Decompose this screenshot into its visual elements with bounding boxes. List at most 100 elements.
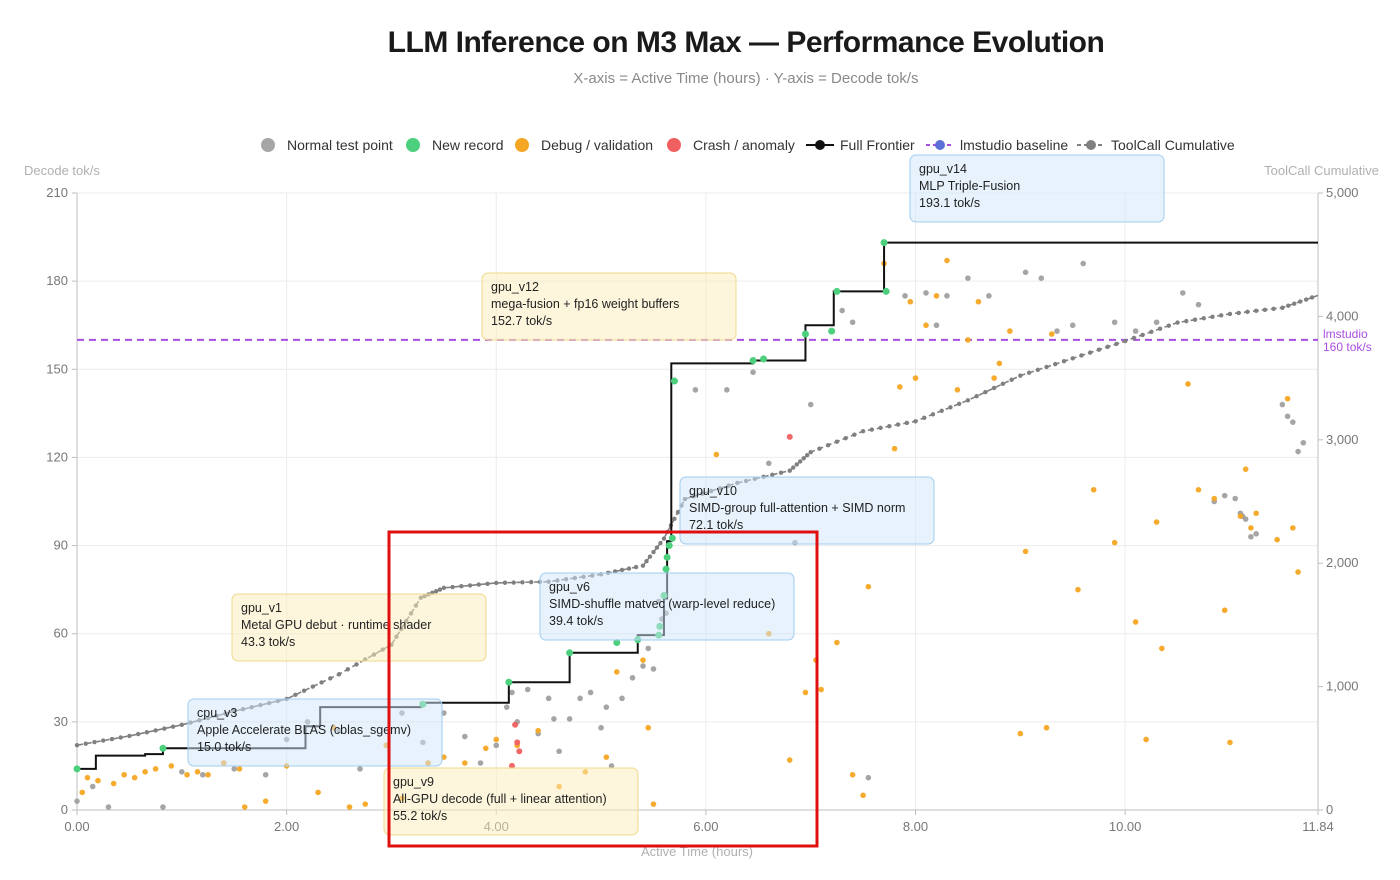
legend-label: Normal test point [287, 137, 393, 153]
new-record-point [882, 287, 890, 295]
toolcall-point [1227, 311, 1233, 317]
toolcall-point [1245, 309, 1250, 315]
toolcall-point [930, 412, 936, 417]
toolcall-point [1018, 373, 1023, 378]
legend-marker [935, 140, 945, 150]
y-tick-label: 30 [54, 714, 68, 729]
normal-test-point [603, 704, 610, 710]
toolcall-point [654, 545, 660, 550]
debug-point [1153, 519, 1160, 525]
normal-test-point [1295, 448, 1301, 455]
toolcall-point [633, 564, 639, 570]
normal-test-point [750, 369, 756, 376]
normal-test-point [1279, 401, 1286, 408]
new-record-point [159, 744, 167, 752]
debug-point [944, 257, 950, 264]
toolcall-point [1140, 332, 1145, 338]
debug-point [1185, 381, 1191, 387]
toolcall-point [1131, 335, 1137, 341]
toolcall-point [502, 580, 508, 585]
toolcall-point [644, 558, 649, 564]
toolcall-point [672, 516, 677, 521]
debug-point [713, 451, 720, 458]
debug-point [975, 298, 982, 305]
legend-label: Full Frontier [840, 137, 915, 153]
annotation-desc: SIMD-shuffle matvec (warp-level reduce) [549, 597, 775, 611]
normal-test-point [1069, 322, 1076, 329]
toolcall-point [1026, 370, 1032, 375]
x-tick-label: 11.84 [1302, 819, 1334, 834]
y2-axis-title: ToolCall Cumulative [1264, 163, 1379, 178]
debug-point [1274, 536, 1280, 543]
toolcall-point [778, 470, 784, 475]
normal-test-point [556, 748, 562, 755]
normal-test-point [231, 766, 238, 772]
toolcall-point [459, 584, 464, 589]
toolcall-point [843, 435, 848, 441]
debug-point [262, 798, 269, 804]
toolcall-point [852, 432, 857, 437]
toolcall-point [179, 722, 185, 728]
toolcall-point [974, 393, 979, 399]
toolcall-point [336, 672, 342, 677]
debug-point [168, 763, 175, 769]
normal-test-point [545, 695, 552, 702]
toolcall-point [170, 724, 176, 729]
annotation-desc: mega-fusion + fp16 weight buffers [491, 297, 679, 311]
normal-test-point [944, 293, 950, 299]
debug-point [1043, 724, 1050, 731]
toolcall-point [1309, 295, 1315, 300]
legend-marker [815, 140, 825, 150]
annotation-desc: All-GPU decode (full + linear attention) [393, 792, 607, 806]
debug-point [802, 689, 809, 696]
debug-point [1295, 569, 1301, 575]
debug-point [1290, 525, 1296, 531]
debug-point [535, 727, 541, 734]
y-tick-label: 90 [54, 538, 68, 553]
toolcall-point [805, 453, 810, 458]
normal-test-point [89, 783, 96, 790]
normal-test-point [1111, 319, 1118, 326]
annotation-title: gpu_v6 [549, 580, 590, 594]
toolcall-point [1070, 356, 1075, 361]
toolcall-point [991, 385, 997, 391]
debug-point [184, 771, 190, 778]
toolcall-point [1184, 318, 1189, 324]
toolcall-point [647, 554, 653, 559]
annotation-box-gpu_v1 [231, 593, 487, 662]
toolcall-point [450, 584, 455, 590]
debug-point [84, 774, 91, 781]
normal-test-point [587, 689, 594, 696]
annotation-box-gpu_v14 [909, 154, 1165, 223]
new-record-point [566, 649, 574, 657]
toolcall-point [1201, 316, 1206, 321]
normal-test-point [1232, 495, 1238, 502]
normal-test-point [629, 674, 636, 681]
normal-test-point [262, 771, 269, 778]
normal-test-point [1080, 260, 1087, 267]
y-tick-label: 60 [54, 626, 68, 641]
legend-label: ToolCall Cumulative [1111, 137, 1235, 153]
annotation-value: 55.2 tok/s [393, 809, 447, 823]
debug-point [1111, 539, 1118, 546]
toolcall-point [956, 401, 962, 407]
normal-test-point [1242, 516, 1249, 522]
normal-test-point [551, 716, 557, 722]
toolcall-point [825, 442, 831, 448]
new-record-point [880, 239, 888, 247]
y-axis-title: Decode tok/s [24, 163, 100, 178]
toolcall-point [939, 408, 944, 414]
toolcall-point [834, 439, 840, 444]
y-tick-label: 210 [46, 185, 68, 200]
legend-marker [261, 138, 275, 152]
normal-test-point [619, 695, 625, 702]
y-tick-label: 120 [46, 449, 68, 464]
y-tick-label: 180 [46, 273, 68, 288]
y2-tick-label: 1,000 [1326, 679, 1359, 694]
debug-point [110, 780, 117, 787]
y2-tick-label: 3,000 [1326, 432, 1359, 447]
toolcall-point [619, 567, 625, 573]
normal-test-point [1153, 319, 1160, 326]
debug-point [1007, 328, 1013, 334]
